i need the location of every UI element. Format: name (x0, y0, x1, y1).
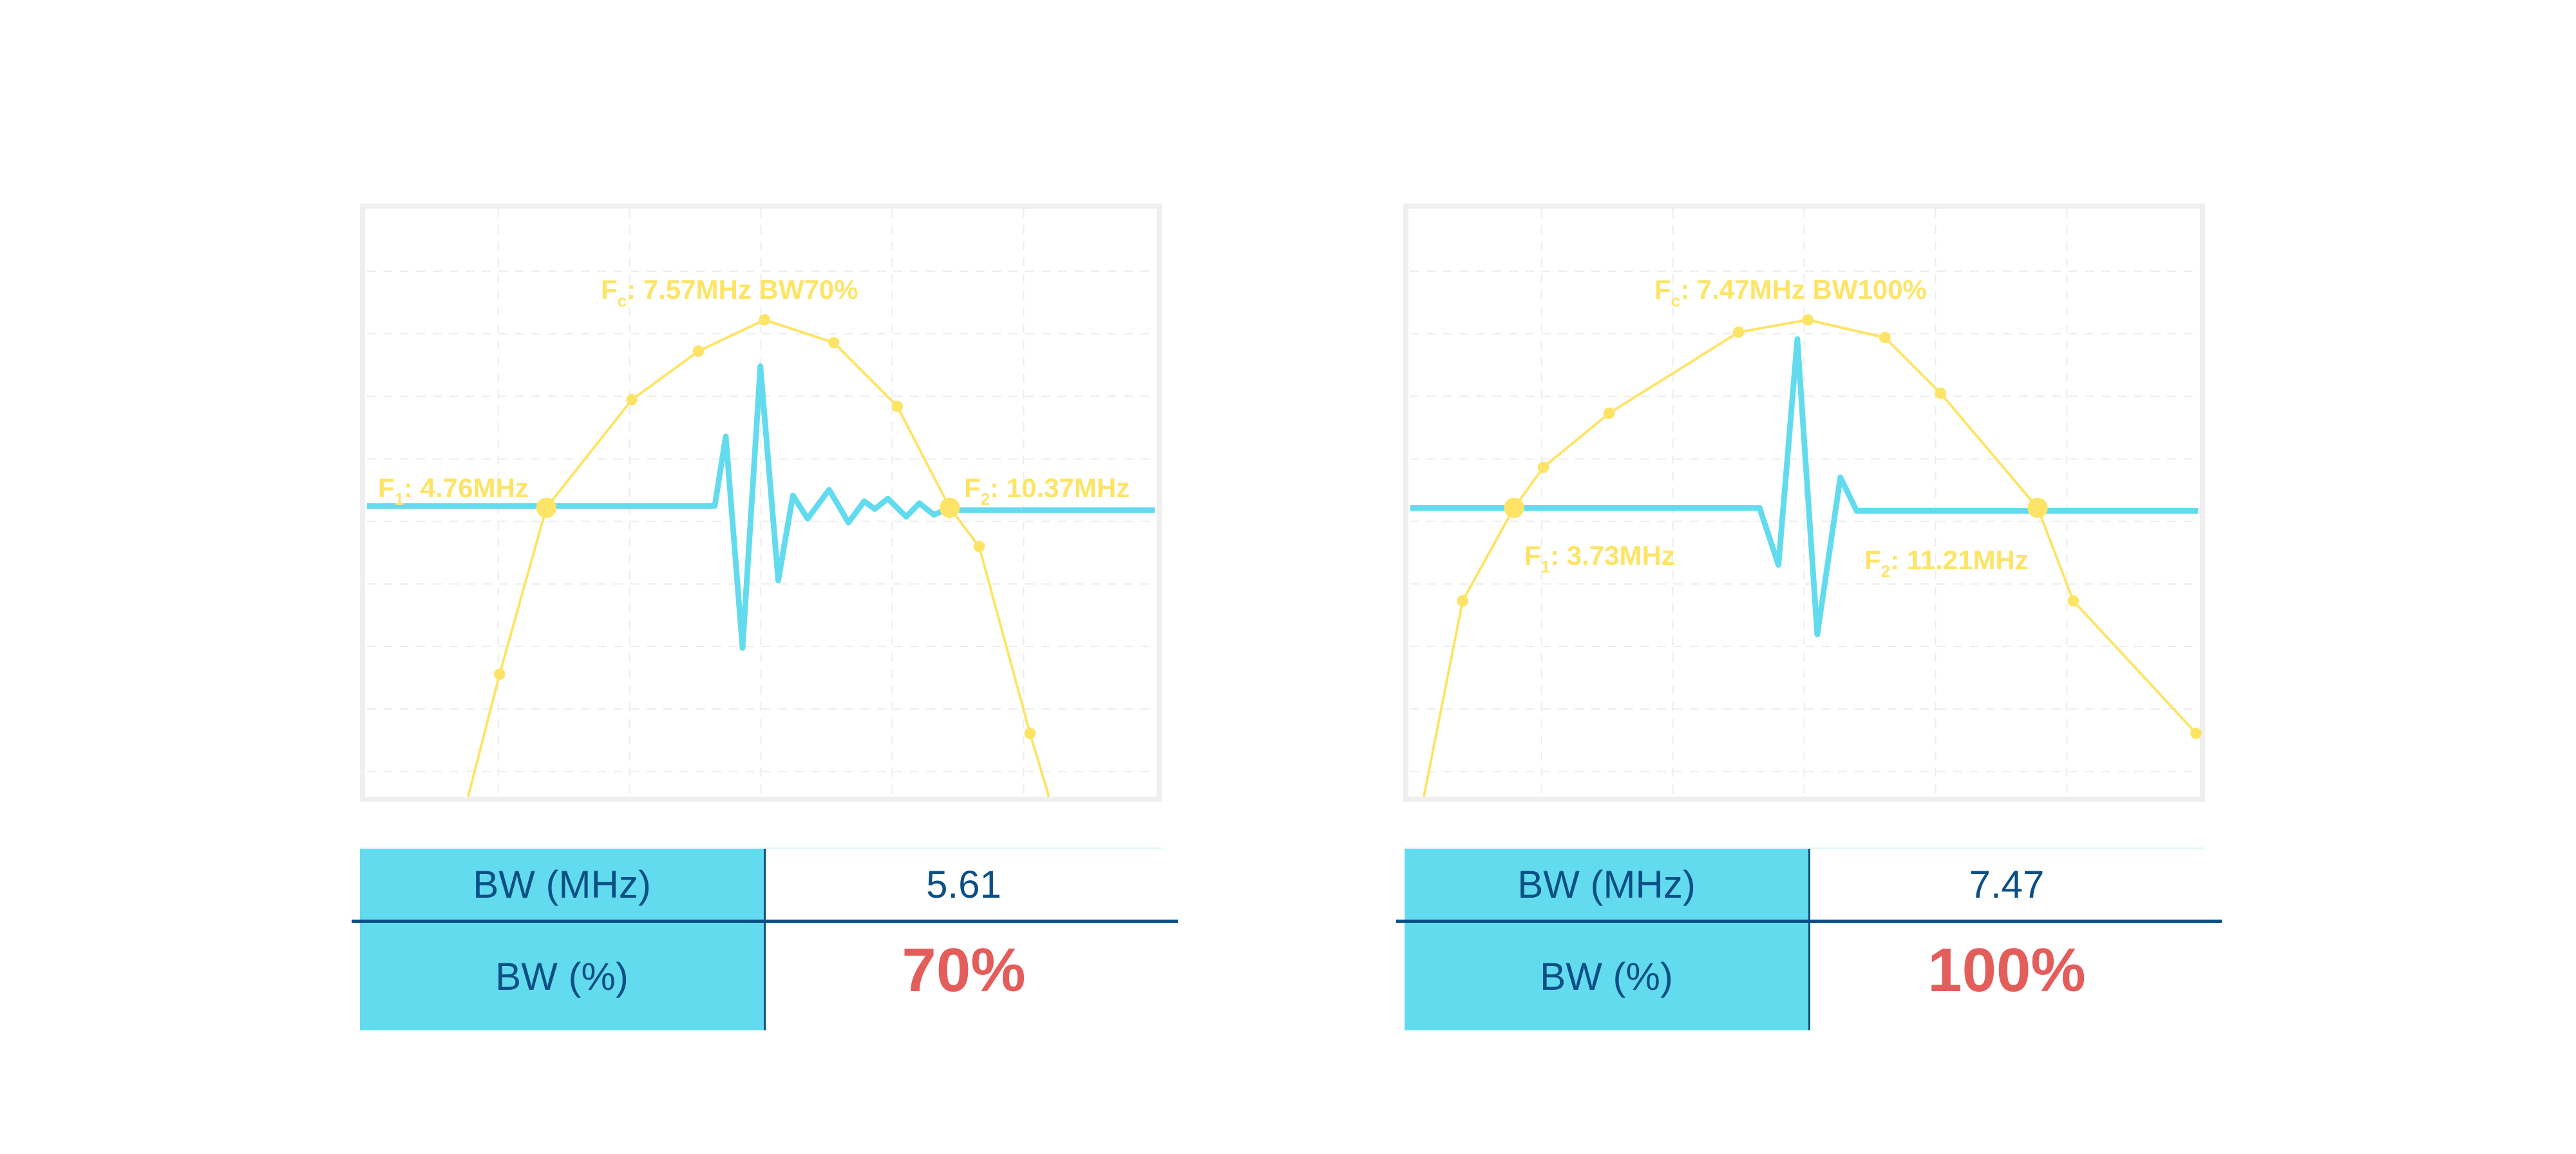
fc-label: Fc: 7.47MHz BW100% (1654, 274, 1927, 310)
spectrum-point (891, 401, 904, 412)
spectrum-point (626, 393, 638, 406)
waveform-line (366, 363, 1155, 651)
cutoff-point-marker (1504, 497, 1524, 518)
spectrum-point (1537, 461, 1549, 473)
table-row-divider (1396, 920, 2222, 923)
spectrum-point (493, 668, 506, 680)
cutoff-point-marker (2027, 497, 2048, 518)
fc-label: Fc: 7.57MHz BW70% (601, 274, 858, 310)
spectrum-point (1457, 595, 1469, 607)
table-divider (764, 849, 766, 1030)
cutoff-point-marker (940, 497, 960, 518)
f2-label: F2: 10.37MHz (964, 473, 1130, 509)
row-label-bw-mhz: BW (MHz) (1405, 849, 1808, 920)
row-label-bw-percent: BW (%) (1405, 922, 1808, 1030)
spectrum-point (1802, 314, 1814, 326)
row-label-bw-percent: BW (%) (360, 922, 764, 1030)
table-top-line (360, 847, 1162, 849)
chart-right-plot (1410, 209, 2202, 797)
spectrum-point (1732, 326, 1745, 338)
f2-label: F2: 11.21MHz (1864, 545, 2029, 581)
chart-left-plot (366, 209, 1155, 797)
spectrum-point (2067, 595, 2079, 607)
spectrum-point (828, 337, 840, 348)
waveform-line (1410, 336, 2199, 638)
table-top-line (1405, 847, 2203, 849)
cutoff-point-marker (536, 497, 557, 518)
spectrum-point (1024, 727, 1036, 739)
spectrum-line (1423, 318, 2197, 797)
spectrum-point (1935, 387, 1947, 399)
row-label-bw-mhz: BW (MHz) (360, 849, 764, 920)
value-bw-mhz: 7.47 (1969, 863, 2045, 906)
spectrum-point (1879, 332, 1891, 344)
f1-label: F1: 4.76MHz (378, 473, 529, 509)
spectrum-point (692, 345, 705, 357)
spectrum-line (467, 318, 1050, 797)
spectrum-point (1603, 407, 1615, 419)
value-bw-percent: 70% (902, 936, 1026, 1005)
spectrum-point (759, 314, 771, 326)
chart-left: Fc: 7.57MHz BW70% F1: 4.76MHz F2: 10.37M… (360, 203, 1162, 802)
f1-label: F1: 3.73MHz (1524, 540, 1675, 576)
spectrum-point (973, 540, 985, 553)
value-bw-percent: 100% (1927, 936, 2086, 1005)
chart-right: Fc: 7.47MHz BW100% F1: 3.73MHz F2: 11.21… (1403, 203, 2205, 802)
spectrum-point (2190, 727, 2202, 739)
table-divider (1808, 849, 1810, 1030)
table-row-divider (352, 920, 1178, 923)
value-bw-mhz: 5.61 (926, 863, 1001, 906)
